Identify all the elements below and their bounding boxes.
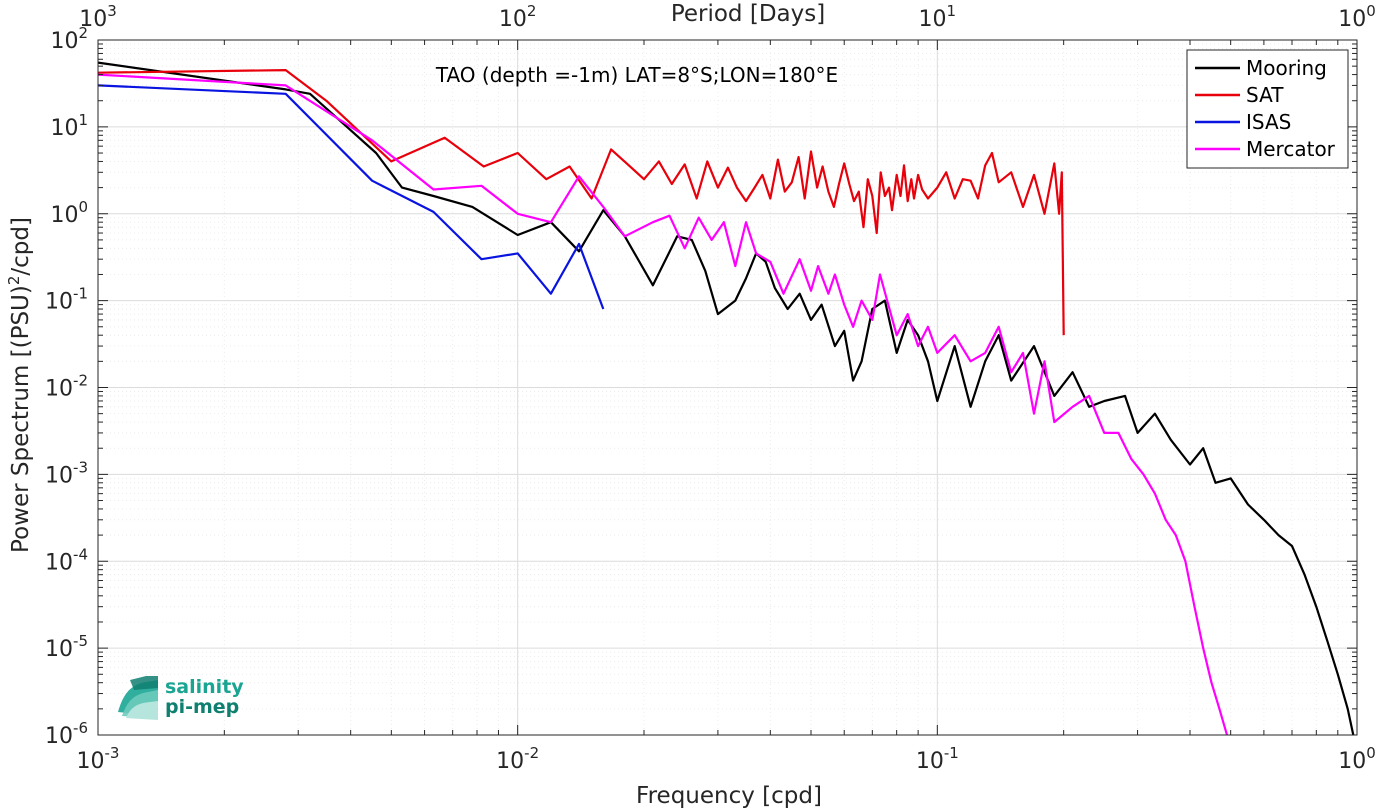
legend: Mooring SAT ISAS Mercator <box>1186 49 1349 169</box>
series-line-mercator <box>97 73 1229 736</box>
x-tick-label: 10-2 <box>496 744 539 774</box>
series-line-mooring <box>97 61 1355 736</box>
series-layer <box>97 61 1355 736</box>
series-line-sat <box>97 69 1065 336</box>
top-tick-label: 101 <box>919 2 957 32</box>
major-grid <box>97 40 1357 736</box>
top-tick-label: 103 <box>79 2 117 32</box>
annotation-title: TAO (depth =-1m) LAT=8°S;LON=180°E <box>435 63 838 87</box>
x-tick-label: 10-1 <box>916 744 959 774</box>
series-line-isas <box>97 84 605 310</box>
legend-label-mooring: Mooring <box>1246 56 1327 80</box>
y-tick-label: 10-3 <box>45 458 88 488</box>
x-tick-label: 100 <box>1338 744 1376 774</box>
legend-label-sat: SAT <box>1246 83 1284 107</box>
salinity-pi-mep-logo: salinity pi-mep <box>118 676 244 720</box>
wave-icon <box>118 676 158 720</box>
y-tick-label: 10-5 <box>45 632 88 662</box>
y-tick-label: 102 <box>50 24 88 54</box>
top-tick-label: 102 <box>499 2 537 32</box>
legend-label-isas: ISAS <box>1246 110 1291 134</box>
y-axis-label: Power Spectrum [(PSU)2/cpd] <box>5 217 34 553</box>
top-tick-label: 100 <box>1338 2 1376 32</box>
y-tick-label: 100 <box>50 198 88 228</box>
y-tick-label: 10-2 <box>45 372 88 402</box>
top-axis-label: Period [Days] <box>671 1 825 27</box>
x-axis-label: Frequency [cpd] <box>636 783 822 809</box>
x-tick-label: 10-3 <box>77 744 120 774</box>
y-tick-label: 101 <box>50 111 88 141</box>
y-tick-label: 10-6 <box>45 719 88 749</box>
logo-text-line2: pi-mep <box>165 696 239 718</box>
tick-marks <box>97 40 1357 736</box>
logo-text-line1: salinity <box>165 676 244 698</box>
y-tick-label: 10-1 <box>45 285 88 315</box>
y-tick-label: 10-4 <box>45 545 88 575</box>
legend-label-mercator: Mercator <box>1246 137 1336 161</box>
